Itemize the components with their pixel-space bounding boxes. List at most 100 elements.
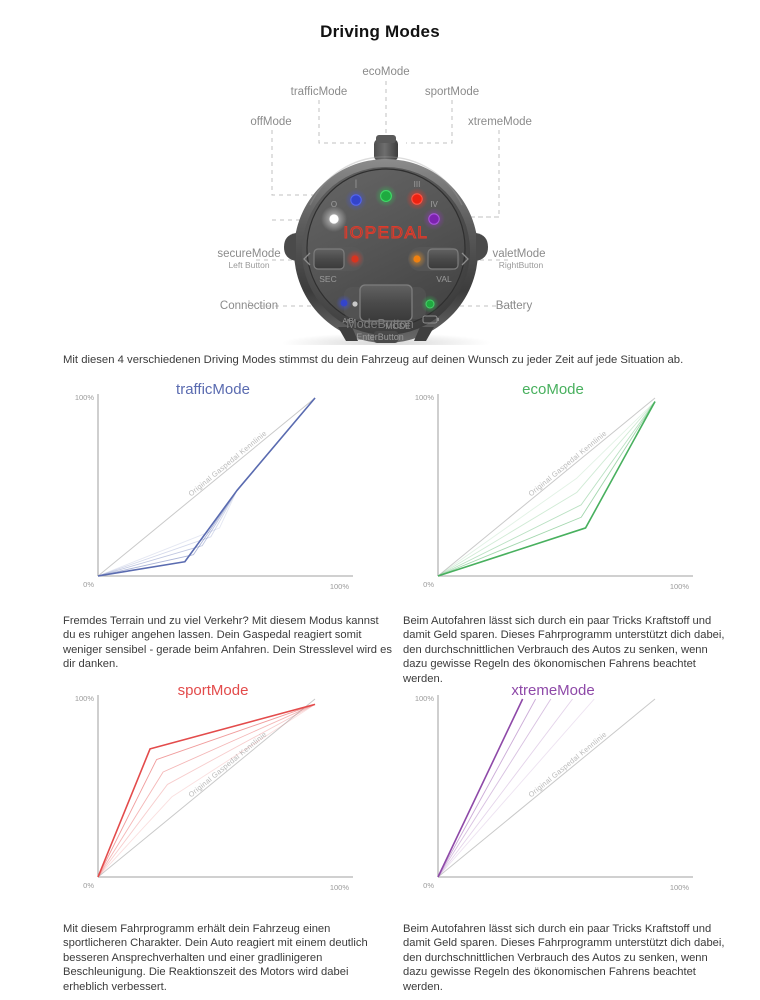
led-traffic <box>350 194 362 206</box>
chart-series-level-3 <box>437 698 552 878</box>
led-group-modes: I III IV O <box>321 179 445 232</box>
device-button-row: SEC VAL <box>303 247 469 284</box>
description-text: Beim Autofahren lässt sich durch ein paa… <box>403 615 725 685</box>
x-axis-tick-0: 0% <box>423 580 434 589</box>
device-tab-left <box>284 233 296 261</box>
device-foot-left <box>338 327 358 341</box>
chart-series-level-3 <box>437 401 656 577</box>
modebutton-label: ModeButton <box>346 317 414 331</box>
y-axis-tick-100: 100% <box>415 393 435 402</box>
x-axis-tick-0: 0% <box>83 580 94 589</box>
y-axis-tick-100: 100% <box>75 393 95 402</box>
callout-offmode: offMode <box>250 116 291 128</box>
device-face <box>306 168 466 328</box>
callout-ecomode: ecoMode <box>362 66 409 78</box>
chart-title: ecoMode <box>522 381 584 398</box>
modebutton-sublabel: EnterButton <box>356 332 404 342</box>
device-mode-row: MODE A B <box>336 284 439 331</box>
y-axis-tick-100: 100% <box>75 694 95 703</box>
description-text: Mit diesem Fahrprogramm erhält dein Fahr… <box>63 923 368 993</box>
x-axis-tick-100: 100% <box>330 582 350 591</box>
chart-series-level-1 <box>437 401 656 577</box>
chart-title: xtremeMode <box>511 682 594 699</box>
reference-line-label: Original Gaspedal Kennlinie <box>527 730 609 799</box>
callout-valet-sub: RightButton <box>499 260 544 270</box>
chart-title: trafficMode <box>176 381 250 398</box>
chart-series-level-1 <box>97 703 316 878</box>
callout-valet: valetMode <box>492 248 545 260</box>
chart-series-level-3 <box>97 703 316 878</box>
mode-marker: MODE <box>385 321 411 331</box>
valet-button[interactable] <box>427 248 459 270</box>
chart-ecomode: ecoMode 100% 0% 100% Original Gaspedal Kennl… <box>403 376 743 606</box>
chart-axes <box>97 695 353 878</box>
chart-title: sportMode <box>178 682 249 699</box>
description-xtrememode: Beim Autofahren lässt sich durch ein paa… <box>403 922 733 994</box>
led-off <box>329 214 339 224</box>
chart-series-level-2 <box>437 401 656 577</box>
device-bottom-stem <box>374 331 398 343</box>
led-sport <box>411 193 423 205</box>
x-axis-tick-0: 0% <box>83 881 94 890</box>
chart-series-level-5-main <box>97 703 316 878</box>
chart-series-level-4 <box>97 703 316 878</box>
device-diagram: I III IV O IOPEDAL <box>0 55 760 345</box>
callout-connection: Connection <box>220 300 278 312</box>
led-eco <box>380 190 392 202</box>
reference-diagonal-line <box>97 397 316 577</box>
led-marker-off: O <box>331 200 337 209</box>
led-marker-four: IV <box>430 200 438 209</box>
val-marker: VAL <box>436 274 452 284</box>
reference-diagonal-line <box>437 397 656 577</box>
sec-marker: SEC <box>319 274 336 284</box>
chart-axes <box>437 394 693 577</box>
led-marker-one: I <box>354 179 357 191</box>
chart-xtrememode: xtremeMode 100% 0% 100% Original Gaspedal Ke… <box>403 677 743 907</box>
chevron-left-icon <box>303 252 311 266</box>
reference-line-label: Original Gaspedal Kennlinie <box>187 429 269 498</box>
secure-button[interactable] <box>313 248 345 270</box>
x-axis-tick-100: 100% <box>330 883 350 892</box>
led-secure <box>351 255 359 263</box>
led-valet <box>413 255 421 263</box>
device-foot-right <box>414 327 434 341</box>
reference-line-label: Original Gaspedal Kennlinie <box>187 730 269 799</box>
callout-secure-sub: Left Button <box>228 260 269 270</box>
led-connection <box>340 299 348 307</box>
chart-trafficmode: trafficMode 100% 0% 100% Original Gaspedal K… <box>63 376 403 606</box>
chart-sportmode: sportMode 100% 0% 100% Original Gaspedal Ken… <box>63 677 403 907</box>
x-axis-tick-100: 100% <box>670 582 690 591</box>
chart-series-level-2 <box>437 698 573 878</box>
chart-series-level-4 <box>437 401 656 577</box>
reference-line-label: Original Gaspedal Kennlinie <box>527 429 609 498</box>
description-sportmode: Mit diesem Fahrprogramm erhält dein Fahr… <box>63 922 393 994</box>
brand-logo: IOPEDAL <box>344 223 429 242</box>
led-marker-three: III <box>414 180 421 189</box>
device-stem <box>374 139 398 161</box>
x-axis-tick-0: 0% <box>423 881 434 890</box>
callout-trafficmode: trafficMode <box>291 86 348 98</box>
reference-diagonal-line <box>437 698 656 878</box>
description-ecomode: Beim Autofahren lässt sich durch ein paa… <box>403 614 733 686</box>
chart-series-level-4 <box>437 698 537 878</box>
chart-series-level-2 <box>97 703 316 878</box>
chart-axes <box>97 394 353 577</box>
device-stem-cap <box>376 135 396 143</box>
chart-series-level-5-main <box>437 401 656 577</box>
battery-icon-tip <box>437 318 439 321</box>
device-tab-right <box>476 233 488 261</box>
y-axis-tick-100: 100% <box>415 694 435 703</box>
description-trafficmode: Fremdes Terrain und zu viel Verkehr? Mit… <box>63 614 393 672</box>
x-axis-tick-100: 100% <box>670 883 690 892</box>
chart-series-level-5-main <box>97 397 316 577</box>
led-connection-secondary <box>352 301 358 307</box>
mode-button[interactable] <box>359 284 413 322</box>
ab-marker: A B <box>343 318 354 325</box>
led-xtreme <box>428 213 440 225</box>
callout-sportmode: sportMode <box>425 86 479 98</box>
chart-axes <box>437 695 693 878</box>
led-battery <box>425 299 435 309</box>
reference-diagonal-line <box>97 698 316 878</box>
callout-xtrememode: xtremeMode <box>468 116 532 128</box>
